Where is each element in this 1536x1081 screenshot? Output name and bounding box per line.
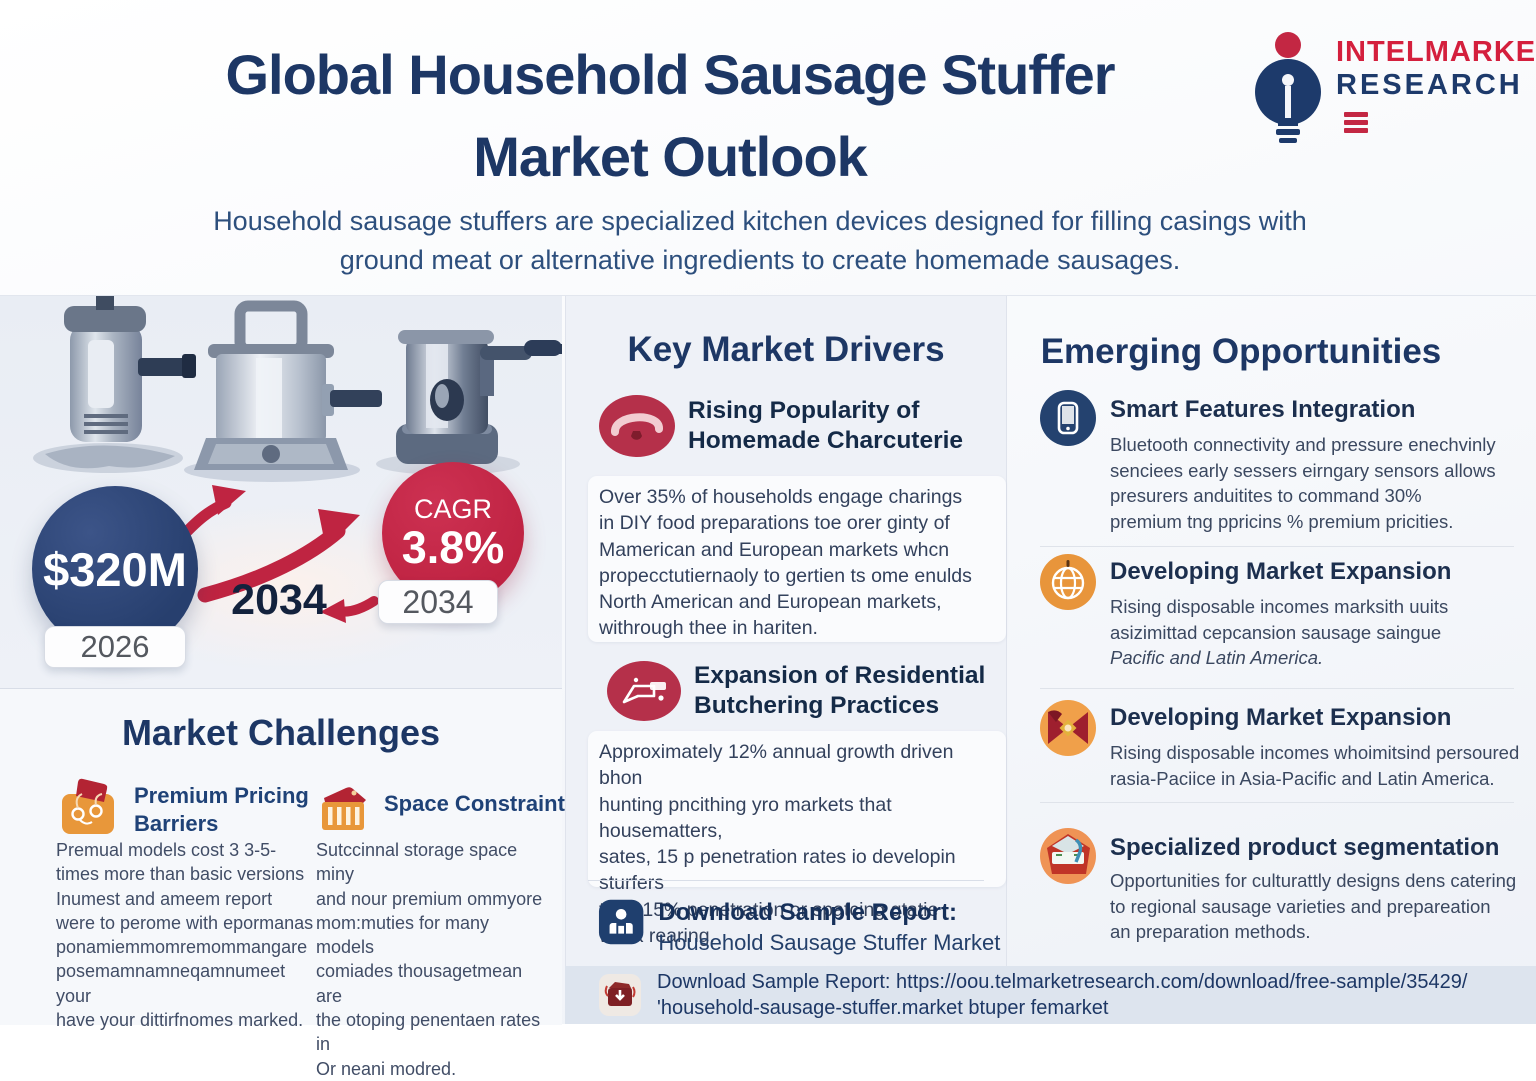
driver-item-butchering: Expansion of Residential Butchering Prac… <box>606 660 985 722</box>
price-tag-icon <box>62 778 114 834</box>
driver-title: Rising Popularity of Homemade Charcuteri… <box>688 397 964 454</box>
cagr-value: 3.8% <box>401 522 505 573</box>
flags-icon <box>1040 700 1096 756</box>
emerging-opportunities-title: Emerging Opportunities <box>1040 332 1442 371</box>
vertical-stuffer-icon <box>33 296 196 473</box>
challenge-title: Premium Pricing Barriers <box>134 783 309 836</box>
opportunity-title: Specialized product segmentation <box>1110 834 1500 861</box>
crank-stuffer-icon <box>376 330 562 475</box>
opportunity-divider <box>1040 688 1514 689</box>
driver-body: Over 35% of households engage charings i… <box>588 476 1006 642</box>
end-year-pill-value: 2034 <box>402 583 474 620</box>
driver-title: Expansion of Residential Butchering Prac… <box>694 662 986 719</box>
challenge-title: Space Constraints <box>384 791 578 816</box>
header-divider <box>0 295 1536 296</box>
challenge-item-space-constraints: Space Constraints <box>316 780 577 834</box>
download-label: Download Sample Report: <box>658 899 957 926</box>
challenge-body: Premual models cost 3 3-5- times more th… <box>56 840 314 1031</box>
mid-divider <box>588 880 984 881</box>
download-box-icon <box>599 974 641 1016</box>
market-size-value: $320M <box>43 542 187 596</box>
logo-text: INTELMARKET RESEARCH <box>1336 36 1536 139</box>
download-subject: Household Sausage Stuffer Market – <box>658 930 1001 985</box>
house-icon <box>1040 828 1096 884</box>
end-year-text: 2034 <box>231 576 327 624</box>
opportunity-title: Developing Market Expansion <box>1110 558 1452 585</box>
cagr-circle: CAGR 3.8% <box>382 462 524 604</box>
lightbulb-icon <box>1255 32 1321 143</box>
opportunity-body: Bluetooth connectivity and pressure enec… <box>1110 434 1496 532</box>
challenge-item-premium-pricing: Premium Pricing Barriers <box>56 776 309 838</box>
start-year-value: 2026 <box>80 629 150 664</box>
menu-lines-icon <box>1344 109 1368 136</box>
market-challenges-section <box>0 688 562 1025</box>
market-size-circle: $320M <box>32 486 198 652</box>
cagr-label: CAGR <box>413 494 492 524</box>
key-market-drivers-title: Key Market Drivers <box>627 330 945 369</box>
opportunity-body-text: Rising disposable incomes marksith uuits… <box>1110 596 1449 643</box>
meat-grinder-icon <box>607 661 681 721</box>
sausage-icon <box>599 395 675 457</box>
brand-logo: INTELMARKET RESEARCH <box>1248 30 1536 145</box>
emerging-opportunities-section: Emerging Opportunities Smart Features In… <box>1006 296 1536 966</box>
globe-icon <box>1040 554 1096 610</box>
logo-brand-name: INTELMARKET <box>1336 36 1536 68</box>
market-challenges-title: Market Challenges <box>121 712 441 753</box>
logo-brand-sub: RESEARCH <box>1336 69 1523 101</box>
opportunity-body-italic: Pacific and Latin America. <box>1110 647 1324 669</box>
opportunity-body: Opportunities for culturattly designs de… <box>1110 870 1517 943</box>
page-title: Global Household Sausage Stuffer Market … <box>225 43 1115 188</box>
page-subtitle: Household sausage stuffers are specializ… <box>213 206 1307 275</box>
opportunity-title: Developing Market Expansion <box>1110 704 1452 731</box>
footer-download-bar[interactable]: Download Sample Report: https://oou.telm… <box>565 966 1536 1024</box>
opportunity-body: Rising disposable incomes whoimitsind pe… <box>1110 742 1520 789</box>
opportunity-divider <box>1040 802 1514 803</box>
opportunity-divider <box>1040 546 1514 547</box>
key-market-drivers-panel: Key Market Drivers Rising Popularity of … <box>565 296 1007 985</box>
smartphone-icon <box>1040 390 1096 446</box>
footer-download-text: Download Sample Report: https://oou.telm… <box>657 971 1468 1019</box>
driver-body: Approximately 12% annual growth driven b… <box>588 731 1006 947</box>
download-report-icon <box>598 899 644 945</box>
challenge-body: Sutccinnal storage space miny and nour p… <box>316 840 543 1079</box>
end-year-pill: 2034 <box>378 580 498 624</box>
driver-item-charcuterie: Rising Popularity of Homemade Charcuteri… <box>598 394 963 458</box>
download-sample-row[interactable]: Download Sample Report: Household Sausag… <box>598 898 1006 988</box>
opportunity-title: Smart Features Integration <box>1110 396 1416 423</box>
crate-icon <box>322 787 366 830</box>
opportunity-body: Rising disposable incomes marksith uuits… <box>1110 594 1530 671</box>
market-size-section: $320M 2026 CAGR 3.8% 2034 2034 <box>0 296 562 691</box>
start-year-pill: 2026 <box>44 626 186 668</box>
